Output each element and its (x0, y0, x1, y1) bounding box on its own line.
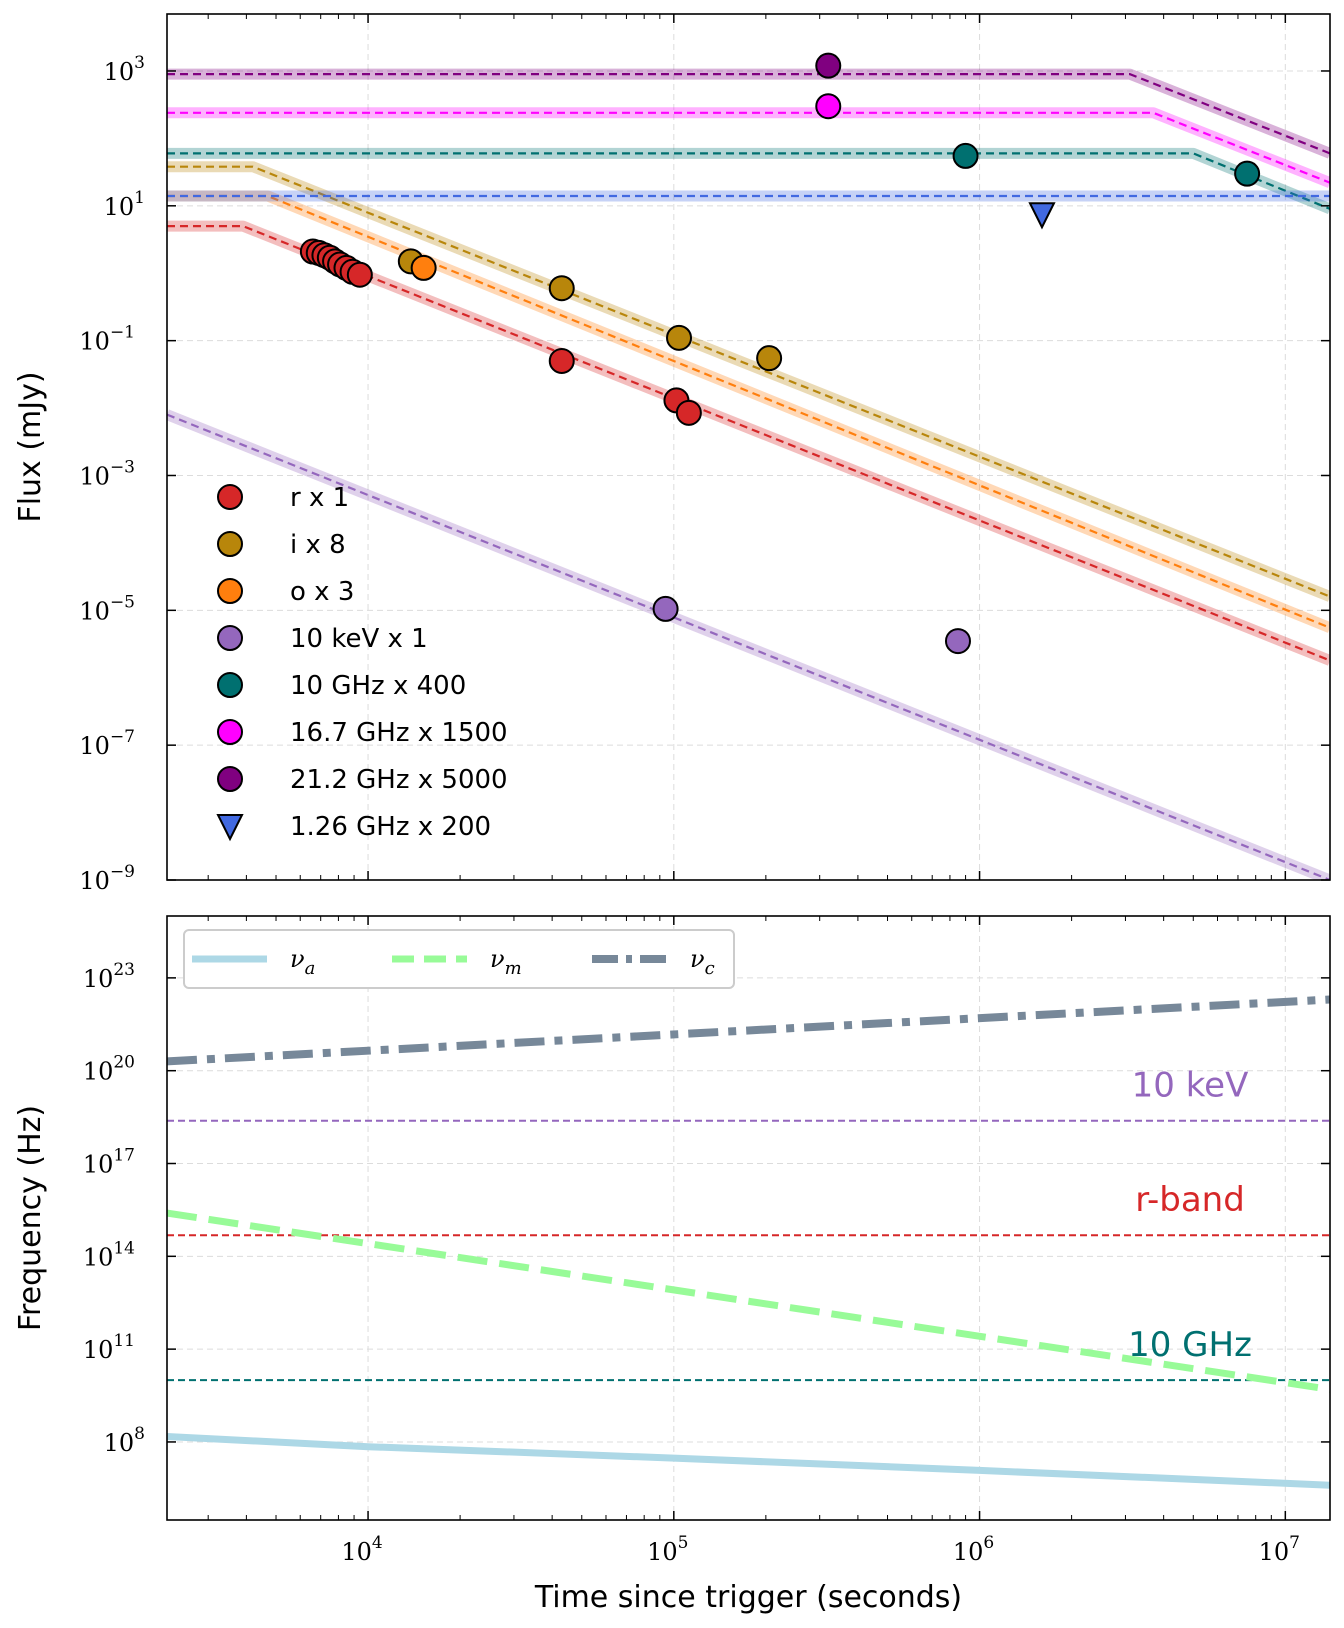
data-point (815, 93, 842, 120)
flux-y-axis-title: Flux (mJy) (13, 371, 48, 522)
axis-ticks (167, 14, 1330, 1520)
y-tick-label: 1011 (83, 1331, 135, 1364)
data-point (548, 275, 575, 302)
legend-marker (217, 484, 243, 510)
data-point (1028, 202, 1056, 230)
legend-marker (216, 814, 244, 842)
model-band (167, 220, 1330, 666)
model-line (167, 152, 1330, 210)
legend-label: o x 3 (290, 577, 354, 607)
data-point (675, 399, 702, 426)
y-tick-label: 1017 (83, 1146, 135, 1179)
y-tick-label: 103 (104, 53, 145, 86)
data-point (1234, 160, 1261, 187)
frequency-plot-area (167, 995, 1330, 1489)
data-point (548, 347, 575, 374)
legend-marker (217, 578, 243, 604)
reference-label: 10 GHz (1128, 1325, 1252, 1365)
y-tick-label: 10−5 (79, 592, 135, 625)
model-line (167, 165, 1330, 598)
y-tick-label: 1014 (83, 1238, 135, 1271)
y-tick-label: 1023 (83, 960, 135, 993)
data-point (815, 52, 842, 79)
x-tick-label: 104 (341, 1533, 382, 1566)
y-tick-label: 10−7 (79, 727, 135, 760)
x-tick-label: 105 (647, 1533, 688, 1566)
y-tick-label: 10−9 (79, 862, 135, 895)
data-point (944, 628, 971, 655)
x-axis-title: Time since trigger (seconds) (534, 1580, 962, 1615)
legend-marker (217, 625, 243, 651)
legend-marker (217, 719, 243, 745)
frequency-axes-frame (166, 915, 1331, 1521)
data-point (346, 261, 373, 288)
frequency-legend: νa νm νc (183, 929, 735, 989)
legend-label: 10 GHz x 400 (290, 671, 466, 701)
y-tick-label: 108 (104, 1424, 145, 1457)
frequency-y-axis-title: Frequency (Hz) (13, 1105, 48, 1331)
y-tick-label: 101 (104, 188, 145, 221)
legend-label: i x 8 (290, 530, 346, 560)
legend-label: 1.26 GHz x 200 (290, 812, 491, 842)
data-point (410, 254, 437, 281)
frequency-curve (167, 1433, 1330, 1489)
model-band (167, 107, 1330, 188)
y-tick-label: 10−1 (79, 323, 135, 356)
y-tick-label: 1020 (83, 1053, 135, 1086)
legend-label: 10 keV x 1 (290, 624, 428, 654)
flux-legend: r x 1 i x 8 o x 3 10 keV x 1 10 GHz x 400 16.… (216, 483, 508, 842)
frequency-curve (167, 1209, 1330, 1393)
reference-label: 10 keV (1132, 1066, 1249, 1106)
legend-label: 21.2 GHz x 5000 (290, 765, 508, 795)
frequency-curve (167, 995, 1330, 1066)
legend-marker (217, 766, 243, 792)
legend-marker (217, 672, 243, 698)
model-line (167, 111, 1330, 184)
data-point (666, 324, 693, 351)
x-tick-label: 106 (953, 1533, 994, 1566)
legend-marker (217, 531, 243, 557)
x-tick-label: 107 (1259, 1533, 1300, 1566)
data-point (952, 142, 979, 169)
data-point (652, 595, 679, 622)
reference-label: r-band (1135, 1180, 1245, 1220)
model-line (167, 413, 1330, 880)
flux-plot-area (167, 52, 1330, 880)
flux-axes-frame (166, 13, 1331, 881)
legend-label: 16.7 GHz x 1500 (290, 718, 508, 748)
data-point (756, 345, 783, 372)
legend-label: r x 1 (290, 483, 349, 513)
model-line (167, 72, 1330, 155)
y-tick-label: 10−3 (79, 457, 135, 490)
flux-grid (167, 14, 1330, 881)
